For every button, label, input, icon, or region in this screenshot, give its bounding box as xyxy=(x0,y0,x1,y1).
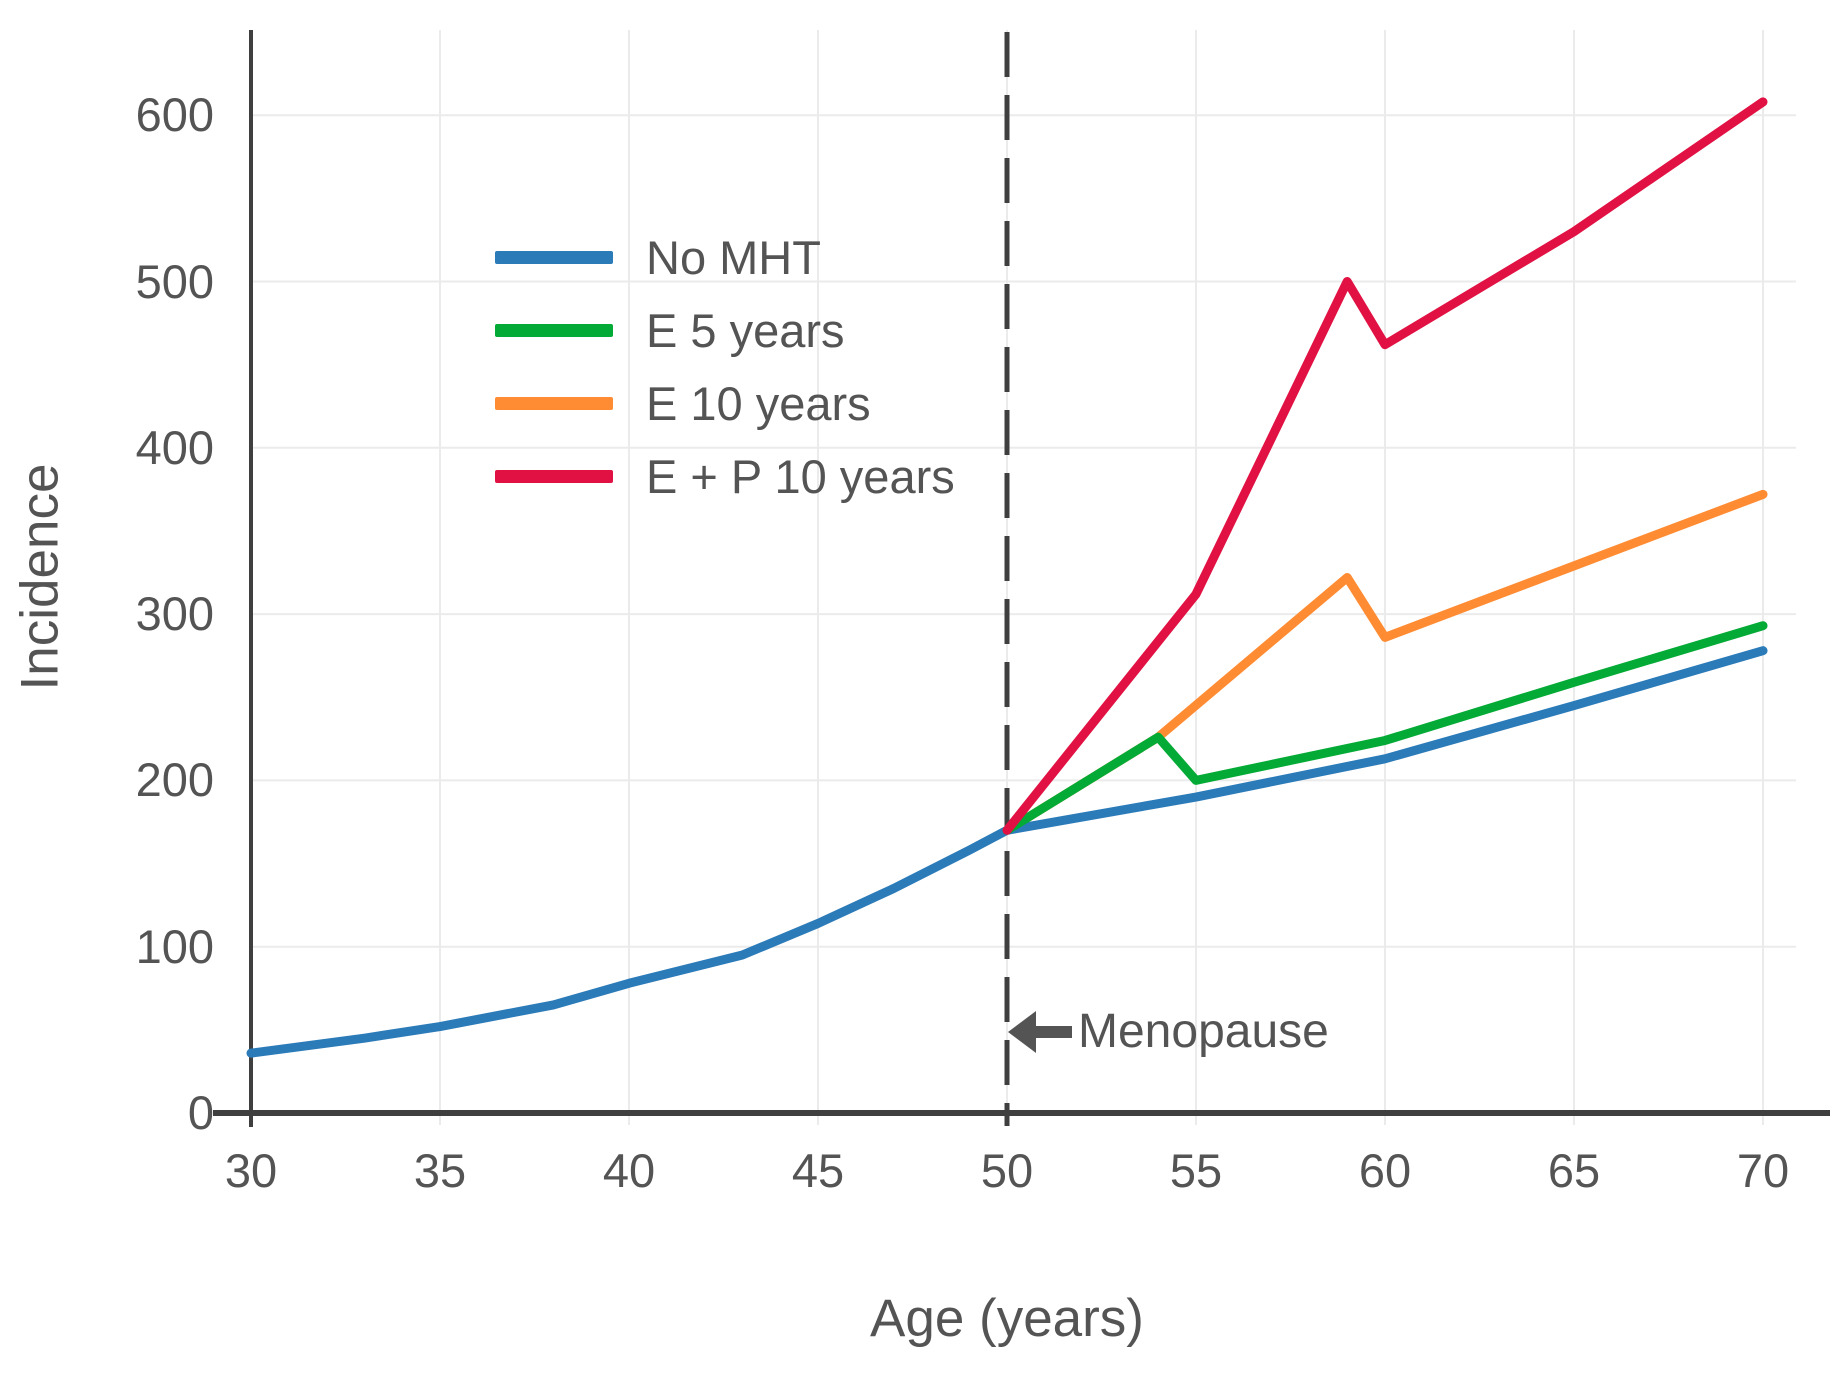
legend-swatch-icon xyxy=(495,397,613,410)
y-tick-label-400: 400 xyxy=(135,420,214,474)
y-axis-title: Incidence xyxy=(10,463,70,691)
x-tick-label-45: 45 xyxy=(791,1144,845,1197)
y-tick-label-100: 100 xyxy=(135,919,214,973)
x-axis-title: Age (years) xyxy=(870,1289,1144,1348)
x-tick-label-35: 35 xyxy=(413,1144,467,1197)
y-tick-label-300: 300 xyxy=(135,587,214,641)
series-line-no-mht xyxy=(246,646,1768,1058)
menopause-annotation-label: Menopause xyxy=(1078,1005,1329,1058)
menopause-arrow-head xyxy=(1008,1011,1036,1053)
legend-item-e-10-years: E 10 years xyxy=(495,367,955,440)
x-tick-label-50: 50 xyxy=(980,1144,1034,1197)
series-line-e-5-years xyxy=(1002,621,1768,835)
legend-swatch-icon xyxy=(495,470,613,483)
x-tick-label-55: 55 xyxy=(1169,1144,1223,1197)
legend-item-e-5-years: E 5 years xyxy=(495,294,955,367)
series-line-e-p-10-years xyxy=(1002,97,1768,835)
x-tick-label-60: 60 xyxy=(1358,1144,1412,1197)
y-tick-label-0: 0 xyxy=(187,1086,214,1139)
y-tick-label-500: 500 xyxy=(135,254,214,308)
legend-item-no-mht: No MHT xyxy=(495,221,955,294)
legend-item-e-p-10-years: E + P 10 years xyxy=(495,440,955,513)
y-tick-label-200: 200 xyxy=(135,753,214,807)
x-tick-label-65: 65 xyxy=(1547,1144,1601,1197)
legend-label: E + P 10 years xyxy=(646,450,955,503)
legend: No MHT E 5 years E 10 years E + P 10 years xyxy=(495,221,955,513)
x-tick-label-30: 30 xyxy=(224,1144,278,1197)
x-tick-label-40: 40 xyxy=(602,1144,656,1197)
y-tick-label-600: 600 xyxy=(135,88,214,142)
legend-swatch-icon xyxy=(495,251,613,264)
legend-swatch-icon xyxy=(495,324,613,337)
legend-label: E 5 years xyxy=(646,304,845,357)
legend-label: E 10 years xyxy=(646,377,871,430)
legend-label: No MHT xyxy=(646,231,821,284)
x-tick-label-70: 70 xyxy=(1736,1144,1790,1197)
